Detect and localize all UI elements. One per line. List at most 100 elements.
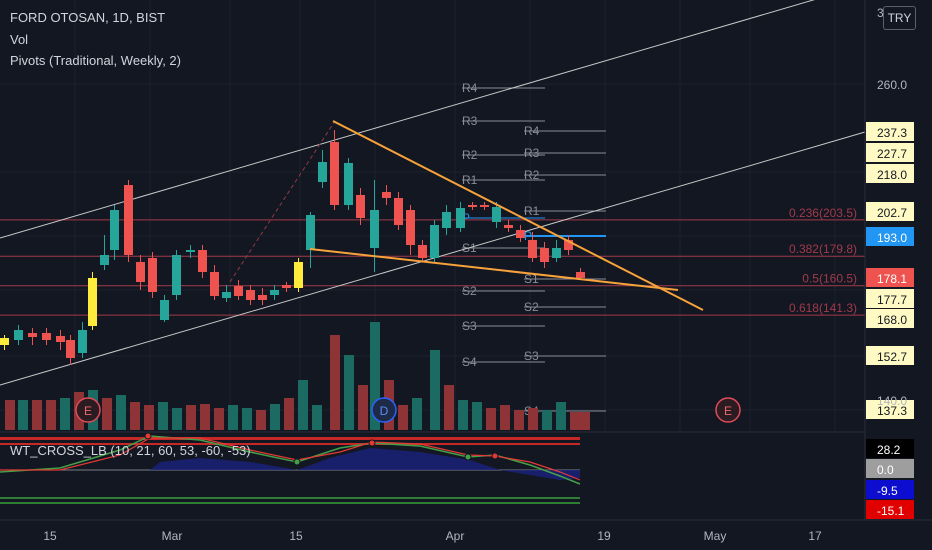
volume-bar: [570, 412, 580, 430]
osc-overbought-band: [0, 437, 580, 440]
symbol-title[interactable]: FORD OTOSAN, 1D, BIST: [10, 10, 166, 25]
pivot-label: R4: [524, 124, 540, 138]
pivot-label: S1: [524, 272, 539, 286]
price-axis-label: 152.7: [877, 350, 907, 364]
volume-bar: [158, 402, 168, 430]
price-axis-badge: [866, 268, 914, 287]
event-marker: [715, 397, 741, 423]
volume-bar: [18, 400, 28, 430]
candle-body: [14, 330, 23, 340]
candle-body: [516, 230, 525, 238]
volume-bars: [5, 322, 590, 430]
price-axis-badge: [866, 227, 914, 246]
candle-body: [552, 248, 561, 258]
currency-button[interactable]: TRY: [883, 6, 916, 30]
candle-body: [294, 262, 303, 288]
candle-body: [564, 240, 573, 250]
time-axis-label: 17: [808, 529, 822, 543]
osc-wt1-line: [0, 435, 581, 485]
volume-bar: [430, 350, 440, 430]
pivots-indicator-label[interactable]: Pivots (Traditional, Weekly, 2): [10, 53, 181, 68]
candle-body: [0, 338, 9, 345]
candle-body: [210, 272, 219, 296]
candle-body: [110, 210, 119, 250]
price-axis-badge: [866, 400, 914, 419]
volume-bar: [256, 410, 266, 430]
price-axis-label: 168.0: [877, 313, 907, 327]
candle-body: [430, 225, 439, 258]
volume-bar: [358, 385, 368, 430]
osc-oversold-band: [0, 497, 580, 499]
volume-bar: [5, 400, 15, 430]
pivot-label: R3: [462, 114, 478, 128]
volume-bar: [102, 398, 112, 430]
fib-level-label: 0.618(141.3): [789, 301, 857, 315]
price-axis-badge: [866, 122, 914, 141]
time-axis-label: 15: [289, 529, 303, 543]
oscillator-indicator-label[interactable]: WT_CROSS_LB (10, 21, 60, 53, -60, -53): [10, 443, 251, 458]
candle-body: [42, 333, 51, 340]
volume-bar: [228, 405, 238, 430]
price-axis-label: 0.0: [877, 463, 894, 477]
price-axis-badge: [866, 346, 914, 365]
time-axis-label: May: [704, 529, 727, 543]
candle-body: [28, 333, 37, 337]
candle-body: [318, 162, 327, 182]
volume-bar: [130, 402, 140, 430]
pivot-label: P: [462, 211, 470, 225]
event-marker: [75, 397, 101, 423]
price-axis-label: 140.0: [877, 394, 907, 408]
channel-lines: [0, 0, 866, 386]
time-axis-label: Apr: [446, 529, 465, 543]
trendline-lower: [309, 248, 679, 291]
volume-bar: [398, 405, 408, 430]
candle-body: [222, 292, 231, 298]
candle-body: [172, 255, 181, 295]
pivot-label: S2: [524, 300, 539, 314]
candle-body: [56, 336, 65, 342]
fib-level-label: 0.236(203.5): [789, 206, 857, 220]
pivot-label: R4: [462, 81, 478, 95]
volume-bar: [370, 322, 380, 430]
channel-upper-line: [0, 0, 815, 239]
candle-body: [270, 290, 279, 295]
candle-body: [66, 340, 75, 358]
pivot-label: S3: [462, 319, 477, 333]
volume-bar: [284, 398, 294, 430]
price-axis-label: 178.1: [877, 272, 907, 286]
price-axis-label: 202.7: [877, 206, 907, 220]
channel-lower-line: [0, 131, 866, 386]
volume-bar: [116, 395, 126, 430]
price-axis-badge: [866, 439, 914, 458]
oscillator-background: [0, 432, 932, 520]
price-axis-badge: [866, 500, 914, 519]
volume-bar: [46, 400, 56, 430]
fib-level-label: 0.382(179.8): [789, 242, 857, 256]
candle-body: [480, 205, 489, 207]
candle-body: [148, 258, 157, 292]
event-marker: [371, 397, 397, 423]
candle-body: [370, 210, 379, 248]
volume-bar: [144, 405, 154, 430]
time-axis-label: 19: [597, 529, 611, 543]
volume-bar: [580, 412, 590, 430]
candle-body: [492, 207, 501, 222]
price-axis-label: 137.3: [877, 404, 907, 418]
pivot-label: R1: [462, 173, 478, 187]
price-axis: 322.5260.0237.3227.7218.0202.7193.0178.1…: [864, 0, 932, 520]
volume-bar: [214, 408, 224, 430]
price-axis-badge: [866, 164, 914, 183]
candle-body: [100, 255, 109, 265]
candle-body: [418, 245, 427, 258]
osc-cross-dot: [464, 453, 472, 461]
trendline-upper: [332, 120, 704, 311]
candle-body: [306, 215, 315, 250]
candle-body: [356, 195, 365, 218]
volume-bar: [172, 408, 182, 430]
volume-bar: [186, 405, 196, 430]
pivot-label: S2: [462, 284, 477, 298]
volume-bar: [486, 408, 496, 430]
price-axis-label: 237.3: [877, 126, 907, 140]
volume-indicator-label[interactable]: Vol: [10, 32, 29, 47]
